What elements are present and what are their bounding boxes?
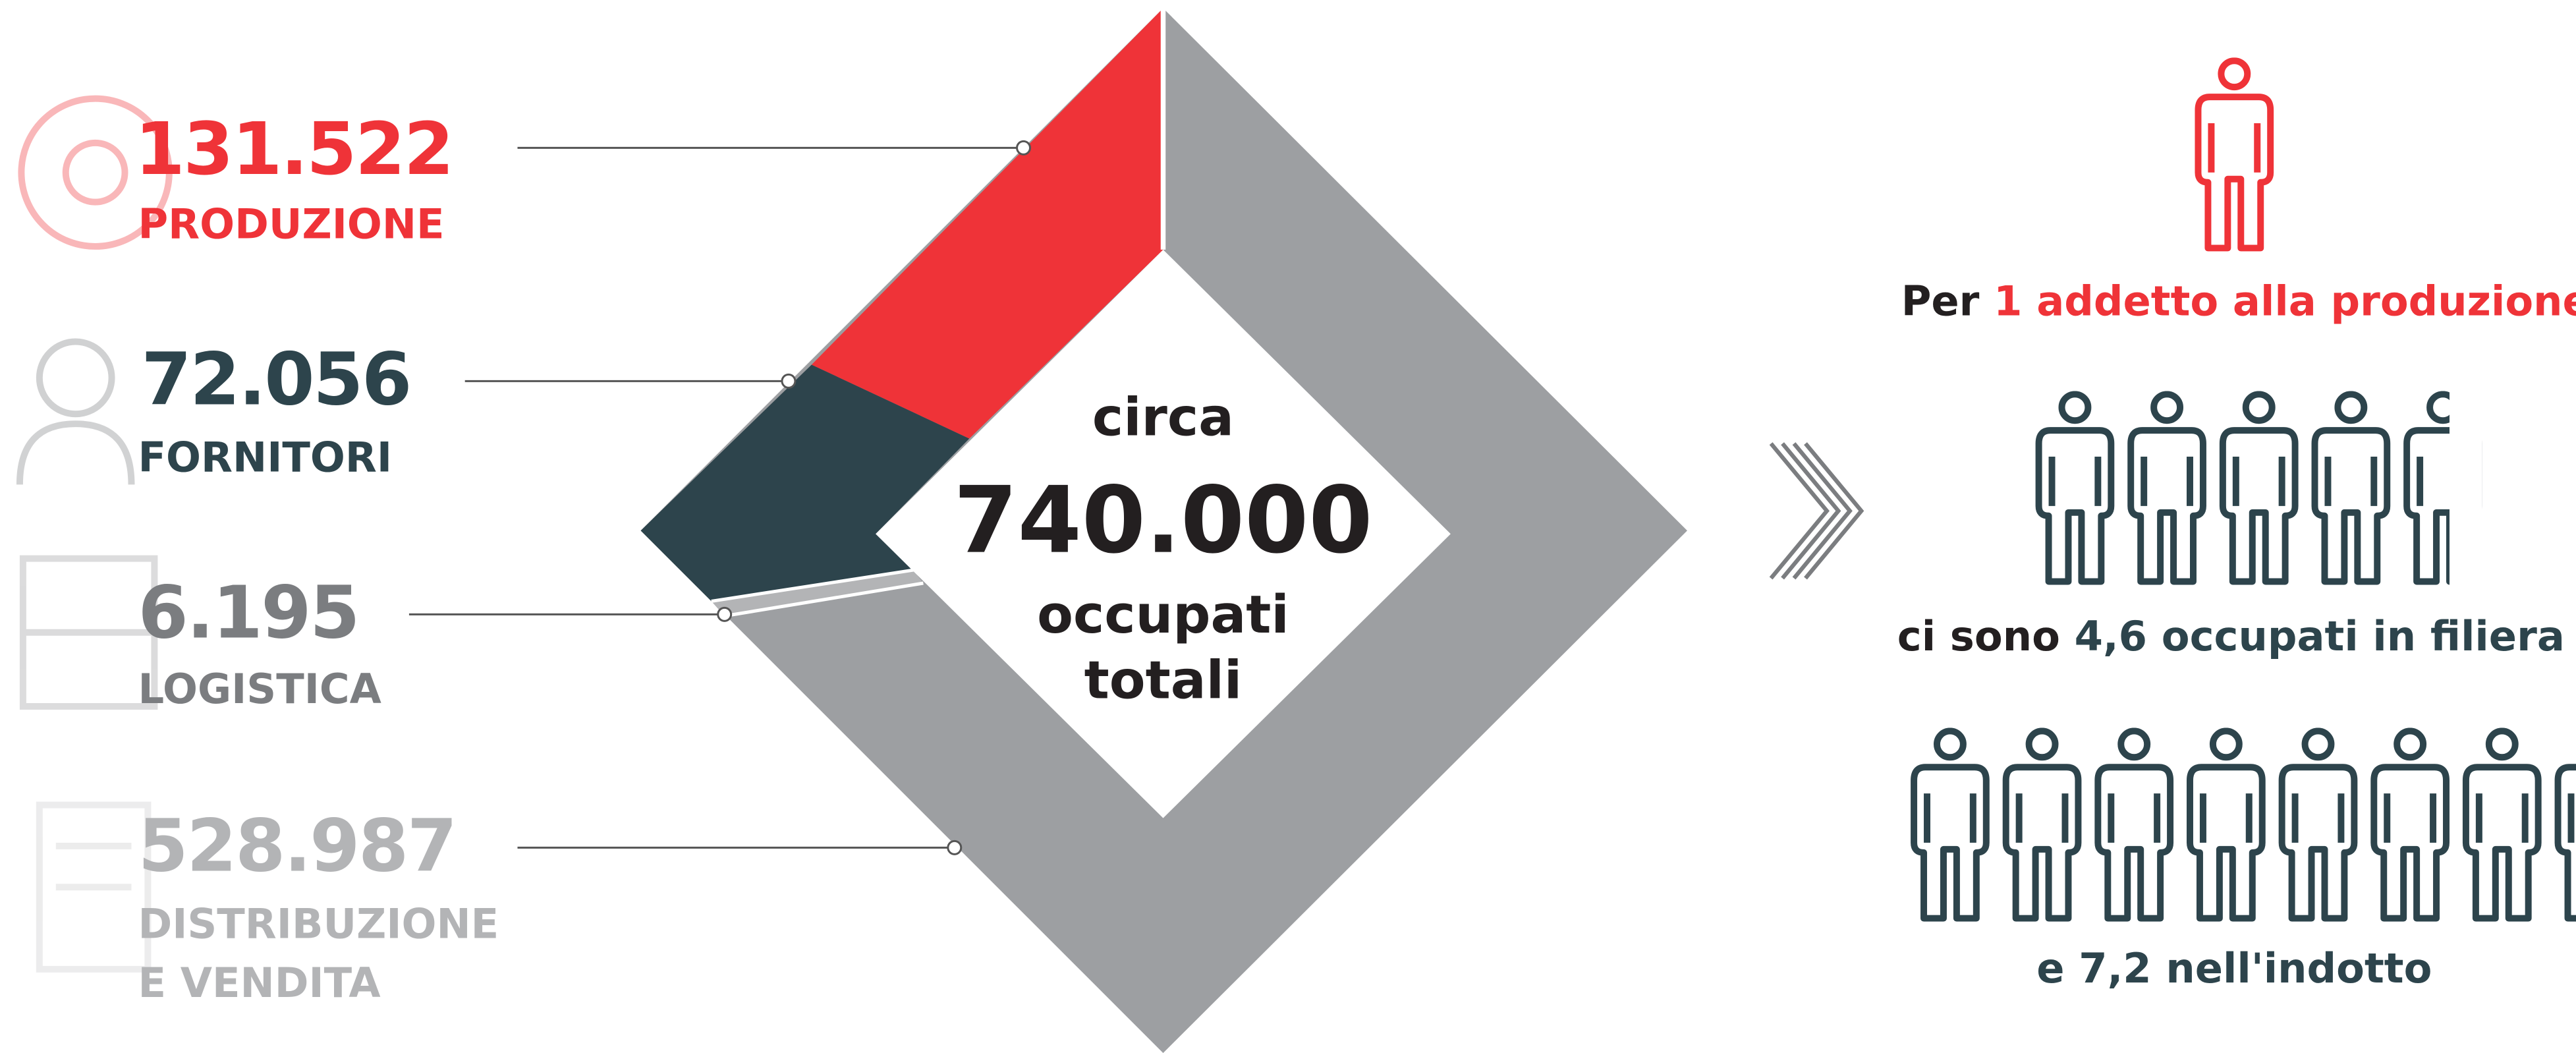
label: DISTRIBUZIONE: [138, 899, 499, 948]
leaders: [408, 140, 1031, 855]
chevrons: [1769, 442, 1864, 580]
post: occupati: [1037, 584, 1289, 645]
person-icon: [2558, 731, 2576, 918]
total: 740.000: [953, 467, 1372, 574]
label: FORNITORI: [138, 433, 392, 481]
statement-part: e 7,2 nell'indotto: [2036, 944, 2432, 992]
value: 72.056: [141, 337, 410, 421]
value: 131.522: [134, 107, 452, 191]
statement-part: 1 addetto alla produzione: [1994, 277, 2576, 326]
label: LOGISTICA: [138, 665, 381, 713]
statement-part: Per: [1901, 277, 1980, 326]
diamond: [640, 8, 1687, 1053]
center: circa 740.000 occupati totali: [953, 387, 1372, 711]
person-icon: [2223, 394, 2295, 581]
value: 528.987: [138, 803, 455, 888]
person-icon: [2039, 394, 2112, 581]
person-icon: [1914, 731, 1986, 918]
pre: circa: [1092, 387, 1234, 448]
person-icon: [2374, 731, 2446, 918]
statement: Per 1 addetto alla produzione: [1901, 277, 2576, 326]
person-icon: [2315, 394, 2388, 581]
left-items: 131.522 PRODUZIONE 72.056 FORNITORI 6.19…: [134, 107, 499, 1007]
statement-part: 4,6 occupati in filiera: [2075, 612, 2565, 660]
person-icon: [2131, 394, 2203, 581]
value: 6.195: [138, 570, 358, 654]
post: totali: [1084, 650, 1243, 711]
statement: ci sono 4,6 occupati in filiera: [1897, 612, 2565, 660]
person-icon: [2466, 731, 2538, 918]
person-icon: [2282, 731, 2355, 918]
person-icon: [2098, 731, 2170, 918]
person-icon: [2006, 731, 2079, 918]
person-icon: [2190, 731, 2262, 918]
faded-icons: [16, 95, 173, 973]
label: E VENDITA: [138, 959, 380, 1007]
statements: Per 1 addetto alla produzione ci sono 4,…: [1897, 277, 2576, 992]
statement: e 7,2 nell'indotto: [2036, 944, 2432, 992]
statement-part: ci sono: [1897, 612, 2060, 660]
label: PRODUZIONE: [138, 200, 444, 248]
